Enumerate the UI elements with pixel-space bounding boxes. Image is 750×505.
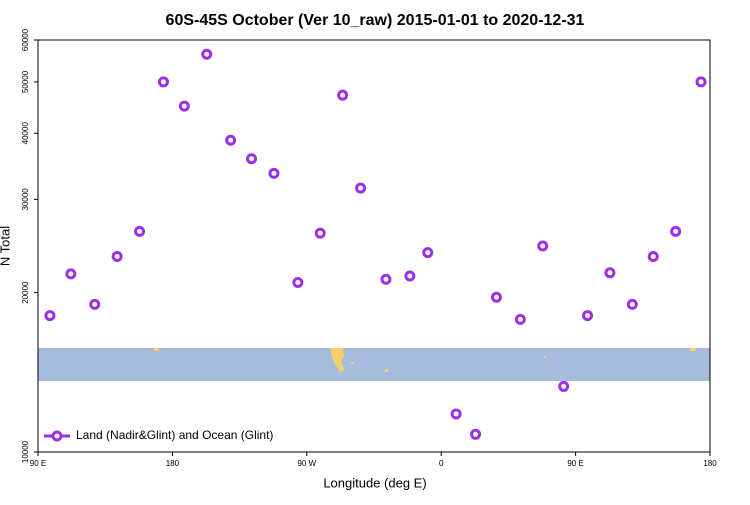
point	[134, 225, 146, 237]
point	[647, 251, 659, 263]
point	[268, 167, 280, 179]
point	[490, 291, 502, 303]
x-tick-label: 90 W	[297, 459, 316, 468]
x-tick-label: 180	[703, 459, 717, 468]
land	[351, 362, 354, 364]
point	[201, 48, 213, 60]
point	[314, 227, 326, 239]
point	[404, 270, 416, 282]
point	[450, 408, 462, 420]
legend-marker	[51, 430, 63, 442]
x-tick-label: 0	[439, 459, 444, 468]
point	[422, 247, 434, 259]
point	[246, 153, 258, 165]
point	[558, 380, 570, 392]
point	[470, 428, 482, 440]
point	[337, 89, 349, 101]
point	[670, 225, 682, 237]
point	[292, 276, 304, 288]
point	[65, 268, 77, 280]
point	[514, 313, 526, 325]
point	[695, 76, 707, 88]
point	[178, 100, 190, 112]
land-shapes	[154, 348, 696, 372]
x-tick-label: 90 E	[567, 459, 583, 468]
y-tick-label: 60000	[21, 28, 30, 51]
point	[537, 240, 549, 252]
y-tick-label: 10000	[21, 440, 30, 463]
plot-frame	[37, 39, 711, 453]
y-tick-label: 20000	[21, 281, 30, 304]
y-tick-label: 50000	[21, 70, 30, 93]
x-tick-label: 180	[166, 459, 180, 468]
point	[582, 310, 594, 322]
point	[89, 298, 101, 310]
point	[355, 182, 367, 194]
land	[331, 348, 345, 372]
chart-title: 60S-45S October (Ver 10_raw) 2015-01-01 …	[166, 12, 585, 29]
land	[154, 348, 159, 351]
land	[690, 348, 696, 351]
y-tick-label: 30000	[21, 188, 30, 211]
point	[604, 267, 616, 279]
y-tick-label: 40000	[21, 122, 30, 145]
land	[544, 356, 546, 358]
x-tick-label: 90 E	[30, 459, 46, 468]
point	[380, 273, 392, 285]
point	[225, 134, 237, 146]
x-axis-label: Longitude (deg E)	[323, 475, 426, 490]
legend-label: Land (Nadir&Glint) and Ocean (Glint)	[76, 428, 273, 442]
point	[44, 310, 56, 322]
y-axis-label: N Total	[0, 226, 12, 266]
point	[626, 298, 638, 310]
point	[157, 76, 169, 88]
land	[385, 369, 388, 372]
point	[111, 251, 123, 263]
map-strip	[38, 348, 710, 381]
